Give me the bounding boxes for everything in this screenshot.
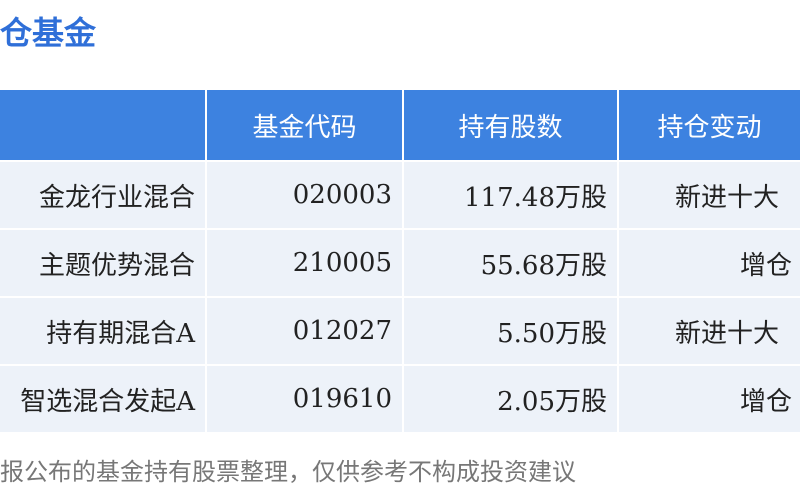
table-cell: 5.50万股 — [404, 298, 617, 364]
table-cell: 117.48万股 — [404, 162, 617, 228]
table-cell: 55.68万股 — [404, 230, 617, 296]
table-cell: 增仓 — [619, 366, 800, 432]
table-cell: 增仓 — [619, 230, 800, 296]
table-cell: 智选混合发起A — [0, 366, 205, 432]
header-cell: 持仓变动 — [619, 90, 800, 160]
header-cell: 基金代码 — [207, 90, 402, 160]
footer-note: 报公布的基金持有股票整理，仅供参考不构成投资建议 — [0, 458, 576, 486]
table-cell: 210005 — [207, 230, 402, 296]
table-cell: 020003 — [207, 162, 402, 228]
table-cell: 持有期混合A — [0, 298, 205, 364]
table-cell: 012027 — [207, 298, 402, 364]
table-cell: 主题优势混合 — [0, 230, 205, 296]
header-cell: 持有股数 — [404, 90, 617, 160]
table-cell: 2.05万股 — [404, 366, 617, 432]
table-cell: 新进十大 — [619, 298, 800, 364]
table-cell: 新进十大 — [619, 162, 800, 228]
table-cell: 019610 — [207, 366, 402, 432]
table-cell: 金龙行业混合 — [0, 162, 205, 228]
header-cell — [0, 90, 205, 160]
title: 仓基金 — [0, 14, 97, 52]
